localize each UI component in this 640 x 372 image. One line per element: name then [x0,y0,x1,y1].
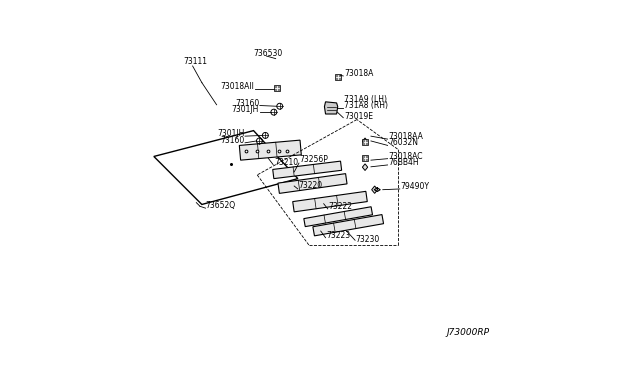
Polygon shape [362,164,368,170]
Text: 73222: 73222 [328,202,353,211]
Polygon shape [304,207,372,227]
Text: 76BB4H: 76BB4H [388,158,419,167]
Text: 73652Q: 73652Q [205,201,236,210]
Text: 7301JH: 7301JH [217,129,244,138]
Polygon shape [313,215,383,236]
Text: 73019E: 73019E [344,112,373,121]
Polygon shape [372,186,378,193]
Text: 73223: 73223 [326,231,351,240]
Polygon shape [273,161,342,179]
Text: 73018AA: 73018AA [388,132,423,141]
Text: 736530: 736530 [253,49,283,58]
Polygon shape [278,174,347,193]
Text: 73160: 73160 [235,99,259,108]
Text: 73018AII: 73018AII [220,81,254,90]
Polygon shape [292,191,367,212]
Text: 73111: 73111 [184,57,207,66]
Text: 731A9 (LH): 731A9 (LH) [344,95,387,104]
Text: 73210: 73210 [274,158,298,167]
Polygon shape [324,102,338,114]
Text: 73018A: 73018A [344,69,373,78]
Text: 73256P: 73256P [300,155,328,164]
Text: 73230: 73230 [356,235,380,244]
Text: 73018AC: 73018AC [388,152,423,161]
Text: 73220: 73220 [298,181,322,190]
Text: J73000RP: J73000RP [447,328,490,337]
Polygon shape [362,138,368,145]
Text: 731A8 (RH): 731A8 (RH) [344,101,388,110]
Text: 7301JH: 7301JH [232,105,259,114]
Text: 76032N: 76032N [388,138,419,147]
Text: 79490Y: 79490Y [401,182,429,191]
Text: 73160: 73160 [220,136,244,145]
Polygon shape [239,140,301,160]
